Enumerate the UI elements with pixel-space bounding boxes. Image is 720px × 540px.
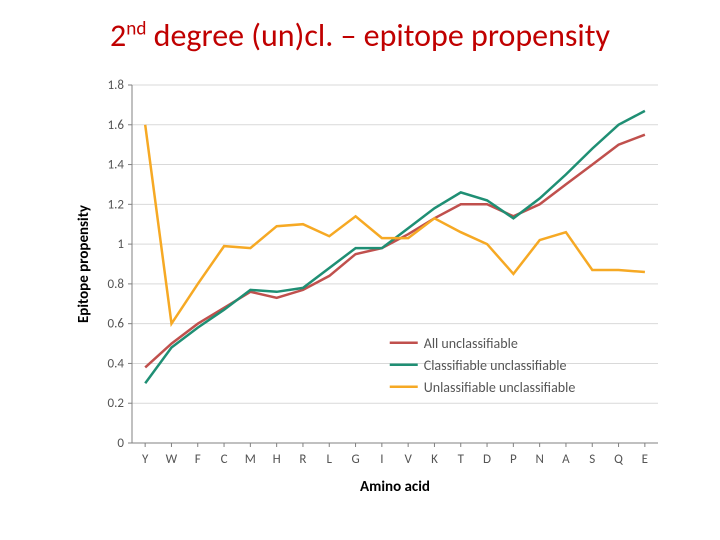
y-tick-label: 1.6 [108, 118, 125, 133]
x-tick-label: W [166, 452, 178, 467]
title-super: nd [126, 17, 146, 40]
x-tick-label: K [431, 452, 438, 467]
y-tick-label: 1.4 [108, 158, 125, 173]
chart-container: 0 0.2 0.4 0.6 0.8 1 1.2 1.4 1.6 1.8 Y W F C M H R L G I V K T D… [70, 75, 670, 505]
y-tick-label: 0.6 [108, 317, 125, 332]
y-tick-label: 1 [117, 237, 124, 252]
x-tick-label: M [245, 452, 256, 467]
line-chart: 0 0.2 0.4 0.6 0.8 1 1.2 1.4 1.6 1.8 Y W F C M H R L G I V K T D… [70, 75, 670, 505]
x-tick-label: D [483, 452, 491, 467]
y-tick-label: 0 [117, 436, 124, 451]
y-tick-label: 1.2 [108, 197, 125, 212]
x-tick-label: H [273, 452, 281, 467]
y-tick-label: 0.4 [108, 356, 125, 371]
x-tick-label: A [562, 452, 570, 467]
x-tick-label: S [589, 452, 595, 467]
x-tick-label: Y [142, 452, 149, 467]
y-axis-title: Epitope propensity [75, 204, 93, 323]
x-tick-label: N [535, 452, 543, 467]
x-tick-label: V [404, 452, 412, 467]
x-tick-label: G [351, 452, 359, 467]
x-tick-label: T [458, 452, 465, 467]
series-line [145, 125, 645, 324]
x-tick-label: E [642, 452, 648, 467]
x-tick-label: F [195, 452, 201, 467]
x-tick-label: I [380, 452, 383, 467]
y-tick-label: 1.8 [108, 78, 125, 93]
legend-label: Unlassifiable unclassifiable [424, 379, 576, 396]
slide-title: 2nd degree (un)cl. – epitope propensity [0, 16, 720, 55]
title-rest: degree (un)cl. – epitope propensity [146, 16, 610, 55]
x-tick-label: L [327, 452, 333, 467]
y-tick-label: 0.8 [108, 277, 125, 292]
x-axis-title: Amino acid [360, 478, 430, 496]
x-tick-label: P [510, 452, 517, 467]
x-tick-label: Q [614, 452, 623, 467]
x-tick-label: R [299, 452, 306, 467]
x-tick-label: C [221, 452, 228, 467]
y-tick-label: 0.2 [108, 396, 125, 411]
legend-label: Classifiable unclassifiable [424, 357, 567, 374]
legend-label: All unclassifiable [424, 335, 518, 352]
title-base: 2 [110, 16, 126, 55]
